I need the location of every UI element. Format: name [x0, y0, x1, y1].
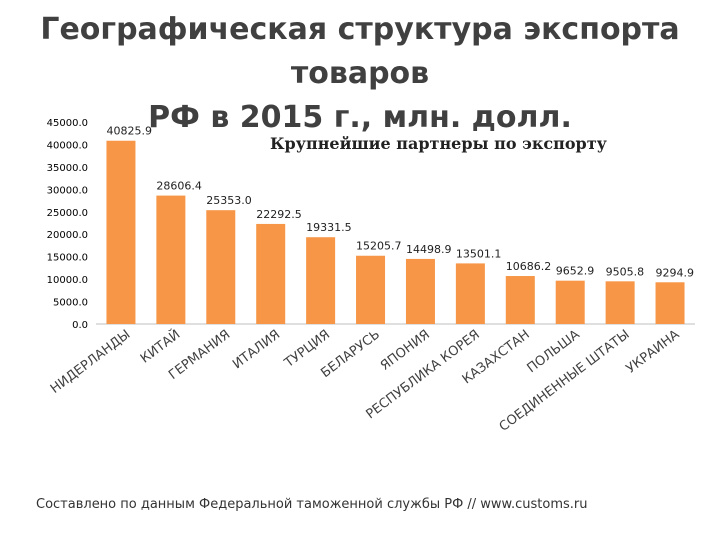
data-label: 25353.0	[206, 194, 252, 207]
y-tick-label: 20000.0	[47, 230, 88, 241]
bar	[405, 258, 435, 324]
bar	[356, 255, 386, 324]
data-label: 22292.5	[256, 208, 302, 221]
x-tick-label: КИТАЙ	[137, 326, 183, 366]
y-tick-label: 35000.0	[47, 163, 88, 174]
chart-title: Географическая структура экспорта товаро…	[20, 8, 700, 140]
y-tick-label: 45000.0	[47, 118, 88, 129]
bar	[256, 223, 286, 324]
data-label: 9652.9	[556, 265, 595, 278]
bar	[455, 263, 485, 324]
bar	[655, 282, 685, 324]
x-tick-label: НИДЕРЛАНДЫ	[48, 327, 134, 397]
y-tick-label: 40000.0	[47, 140, 88, 151]
bar	[106, 140, 136, 324]
bar	[156, 195, 186, 324]
y-tick-label: 25000.0	[47, 208, 88, 219]
data-label: 14498.9	[406, 243, 452, 256]
bar-chart: 0.0 5000.0 10000.0 15000.0 20000.0 25000.0 300…	[47, 118, 695, 435]
bar	[555, 280, 585, 324]
y-tick-label: 30000.0	[47, 185, 88, 196]
y-tick-label: 0.0	[72, 320, 88, 331]
y-tick-label: 5000.0	[53, 298, 88, 309]
data-label: 15205.7	[356, 240, 402, 253]
source-note: Составлено по данным Федеральной таможен…	[36, 497, 588, 512]
y-tick-label: 10000.0	[47, 275, 88, 286]
bar	[306, 237, 336, 324]
bar	[605, 281, 635, 324]
data-label: 9294.9	[656, 266, 695, 279]
bar	[505, 276, 535, 324]
data-label: 13501.1	[456, 247, 502, 260]
chart-subtitle: Крупнейшие партнеры по экспорту	[270, 134, 607, 153]
x-tick-label: ИТАЛИЯ	[230, 327, 283, 372]
title-line-1: Географическая структура экспорта товаро…	[40, 12, 680, 91]
title-line-2: РФ в 2015 г., млн. долл.	[148, 100, 572, 135]
data-label: 10686.2	[506, 260, 551, 273]
y-tick-label: 15000.0	[47, 253, 88, 264]
data-label: 9505.8	[606, 265, 645, 278]
data-label: 19331.5	[306, 221, 352, 234]
data-label: 40825.9	[106, 125, 152, 138]
bar	[206, 210, 236, 324]
data-label: 28606.4	[156, 180, 202, 193]
x-tick-label: УКРАИНА	[624, 327, 683, 377]
